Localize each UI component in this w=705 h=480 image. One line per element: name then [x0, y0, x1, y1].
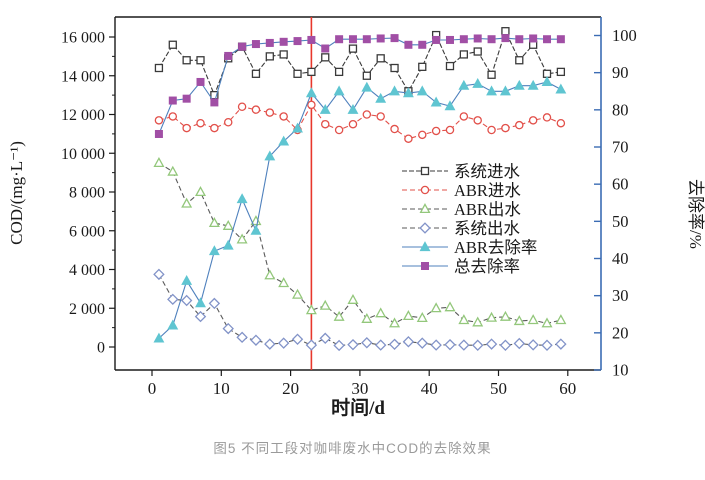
legend-item-abr-influent: ABR进水: [402, 181, 521, 200]
x-tick-label: 30: [351, 379, 368, 398]
right-tick-label: 60: [612, 175, 629, 194]
x-axis-title: 时间/d: [331, 397, 385, 419]
left-tick-label: 16 000: [61, 30, 105, 47]
cod-removal-chart: 0 2 000 4 000 6 000 8 000 10 000 12 000 14 000 1…: [7, 16, 705, 419]
right-tick-label: 30: [612, 286, 629, 305]
series-system-effluent: [153, 268, 567, 352]
legend-label: 系统进水: [454, 162, 521, 181]
series-layer: [153, 27, 567, 352]
right-tick-label: 80: [612, 100, 629, 119]
left-tick-label: 6 000: [69, 223, 105, 240]
x-tick-label: 50: [490, 379, 507, 398]
legend-item-abr-effluent: ABR出水: [402, 200, 521, 219]
x-tick-label: 40: [421, 379, 438, 398]
x-tick-label: 60: [559, 379, 576, 398]
left-tick-label: 4 000: [69, 262, 105, 279]
right-tick-label: 100: [612, 26, 637, 45]
legend-item-abr-removal-rate: ABR去除率: [402, 238, 537, 257]
series-abr-influent: [154, 100, 566, 143]
left-tick-label: 0: [97, 340, 105, 357]
left-tick-label: 14 000: [61, 68, 105, 85]
right-tick-label: 40: [612, 249, 629, 268]
legend-label: 系统出水: [454, 219, 521, 238]
left-tick-label: 8 000: [69, 185, 105, 202]
right-tick-label: 20: [612, 323, 629, 342]
series-abr-effluent: [153, 156, 567, 328]
legend-label: 总去除率: [454, 257, 520, 276]
left-tick-label: 12 000: [61, 107, 105, 124]
legend-label: ABR出水: [454, 200, 521, 219]
left-axis-title: COD/(mg·L⁻¹): [7, 141, 26, 245]
legend-label: ABR进水: [454, 181, 521, 200]
x-tick-label: 10: [213, 379, 230, 398]
left-tick-label: 10 000: [61, 146, 105, 163]
right-axis-title: 去除率/%: [686, 179, 705, 249]
left-tick-label: 2 000: [69, 301, 105, 318]
legend-item-system-effluent: 系统出水: [402, 219, 521, 238]
right-tick-label: 70: [612, 138, 629, 157]
x-tick-label: 20: [282, 379, 299, 398]
x-tick-label: 0: [148, 379, 157, 398]
right-tick-label: 50: [612, 212, 629, 231]
axes-layer: 0 2 000 4 000 6 000 8 000 10 000 12 000 14 000 1…: [61, 16, 637, 398]
legend-item-system-influent: 系统进水: [402, 162, 521, 181]
right-tick-label: 10: [612, 361, 629, 380]
right-tick-label: 90: [612, 63, 629, 82]
legend-label: ABR去除率: [454, 238, 537, 257]
figure-caption: 图5 不同工段对咖啡废水中COD的去除效果: [213, 441, 492, 456]
legend-item-total-removal-rate: 总去除率: [402, 257, 520, 276]
series-abr-removal-rate: [153, 76, 567, 343]
series-total-removal-rate: [154, 34, 565, 138]
